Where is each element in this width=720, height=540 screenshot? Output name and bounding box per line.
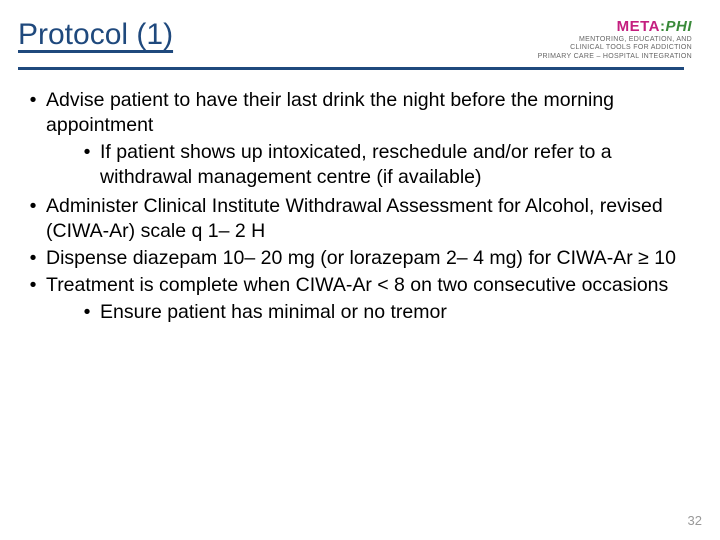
bullet-icon: • xyxy=(74,140,100,190)
bullet-icon: • xyxy=(20,246,46,271)
logo-tagline-1: MENTORING, EDUCATION, AND xyxy=(538,36,692,44)
list-item: • Dispense diazepam 10– 20 mg (or loraze… xyxy=(20,246,692,271)
list-item: • Ensure patient has minimal or no tremo… xyxy=(46,300,692,325)
bullet-list: • Advise patient to have their last drin… xyxy=(20,88,692,327)
logo-meta-text: META xyxy=(617,18,660,35)
title-underline-rule xyxy=(18,67,684,70)
list-item: • Advise patient to have their last drin… xyxy=(20,88,692,192)
list-item-text: Administer Clinical Institute Withdrawal… xyxy=(46,194,692,244)
sub-list: • If patient shows up intoxicated, resch… xyxy=(46,140,692,190)
bullet-icon: • xyxy=(74,300,100,325)
list-item-text: Treatment is complete when CIWA-Ar < 8 o… xyxy=(46,274,668,296)
logo-tagline-2: CLINICAL TOOLS FOR ADDICTION xyxy=(538,44,692,52)
slide-title: Protocol (1) xyxy=(18,18,173,52)
list-item-text: Dispense diazepam 10– 20 mg (or lorazepa… xyxy=(46,246,692,271)
logo-wordmark: META:PHI xyxy=(538,18,692,36)
sub-list: • Ensure patient has minimal or no tremo… xyxy=(46,300,692,325)
list-item-text: Advise patient to have their last drink … xyxy=(46,89,614,136)
bullet-icon: • xyxy=(20,194,46,244)
list-item: • Treatment is complete when CIWA-Ar < 8… xyxy=(20,273,692,327)
list-item: • Administer Clinical Institute Withdraw… xyxy=(20,194,692,244)
page-number: 32 xyxy=(688,513,702,528)
logo-phi-text: PHI xyxy=(665,18,692,35)
logo-tagline-3: PRIMARY CARE – HOSPITAL INTEGRATION xyxy=(538,53,692,61)
list-item-text: Ensure patient has minimal or no tremor xyxy=(100,300,692,325)
logo: META:PHI MENTORING, EDUCATION, AND CLINI… xyxy=(538,18,692,61)
content-area: • Advise patient to have their last drin… xyxy=(18,88,692,327)
list-item: • If patient shows up intoxicated, resch… xyxy=(46,140,692,190)
list-item-body: Treatment is complete when CIWA-Ar < 8 o… xyxy=(46,273,692,327)
bullet-icon: • xyxy=(20,88,46,192)
list-item-text: If patient shows up intoxicated, resched… xyxy=(100,140,692,190)
list-item-body: Advise patient to have their last drink … xyxy=(46,88,692,192)
header-row: Protocol (1) META:PHI MENTORING, EDUCATI… xyxy=(18,18,692,61)
bullet-icon: • xyxy=(20,273,46,327)
slide: Protocol (1) META:PHI MENTORING, EDUCATI… xyxy=(0,0,720,540)
